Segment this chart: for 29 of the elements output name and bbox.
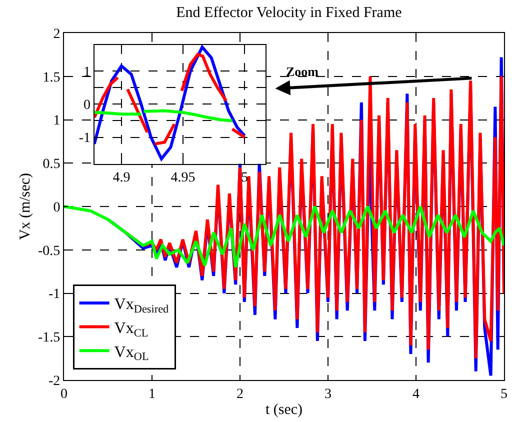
x-tick-label: 4.9 [112,170,130,186]
y-tick-label: 0 [53,200,60,216]
x-tick-label: 4.95 [170,170,196,186]
y-tick-label: 0.5 [42,157,60,172]
x-axis-title: t (sec) [265,402,303,418]
legend-label: Vx$_{CL}$ [114,320,148,340]
y-tick-label: 2 [53,26,60,42]
x-tick-label: 5 [500,386,508,402]
y-tick-label: 1.5 [42,70,60,86]
x-tick-label: 4 [412,386,420,402]
y-tick-label: -2 [48,374,60,389]
line-series [64,205,504,269]
y-tick-label: -1 [78,131,91,146]
y-tick-label: -0.5 [38,244,60,259]
x-tick-label: 2 [236,386,244,402]
legend-label: Vx$_{Desired}$ [114,296,170,316]
y-axis-title: Vx (m/sec) [17,172,34,240]
x-tick-label: 3 [324,386,332,402]
chart-title: End Effector Velocity in Fixed Frame [176,4,402,21]
y-tick-label: 1 [84,64,91,80]
y-tick-label: -1 [48,287,60,302]
x-tick-label: 1 [148,386,156,402]
legend-label: Vx$_{OL}$ [114,344,149,364]
y-tick-label: 1 [53,114,60,129]
line-series [94,46,246,160]
y-tick-label: 0 [84,98,91,114]
x-tick-label: 5 [241,170,248,186]
annotation: Zoom [286,64,319,79]
y-tick-label: -1.5 [38,330,60,346]
